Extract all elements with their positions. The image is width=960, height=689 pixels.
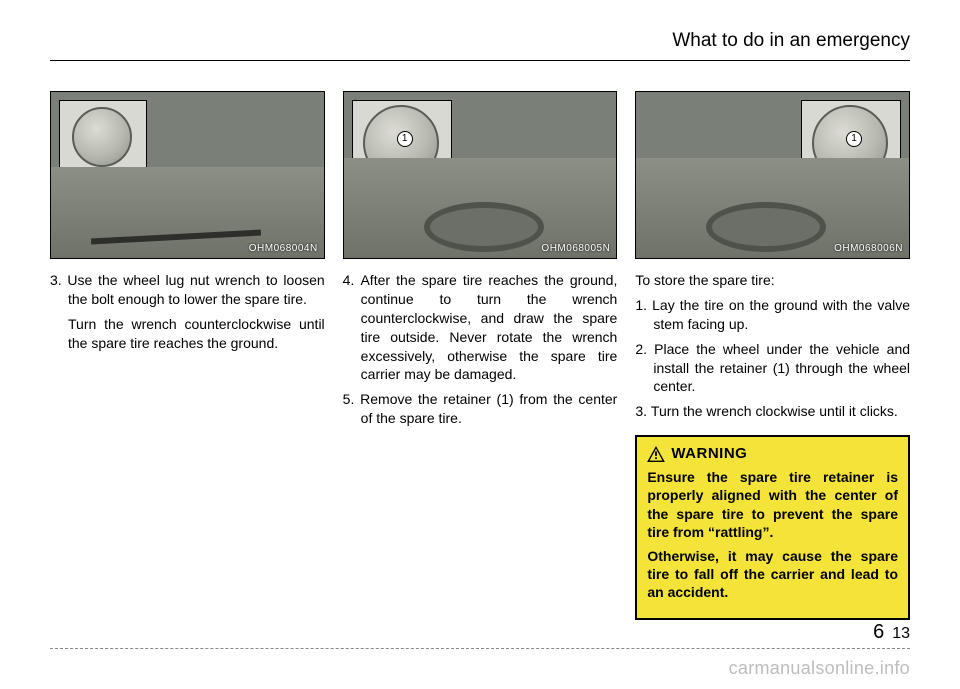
store-step-2: 2. Place the wheel under the vehicle and… (635, 340, 910, 397)
page-number: 13 (892, 625, 910, 643)
warning-box: WARNING Ensure the spare tire retainer i… (635, 435, 910, 619)
manual-page: What to do in an emergency OHM068004N 3.… (0, 0, 960, 689)
figure-2-label: OHM068005N (541, 243, 610, 254)
column-2: 1 OHM068005N 4. After the spare tire rea… (343, 91, 618, 620)
figure-2: 1 OHM068005N (343, 91, 618, 259)
page-header: What to do in an emergency (50, 30, 910, 61)
watermark: carmanualsonline.info (729, 658, 910, 679)
col3-text: To store the spare tire: 1. Lay the tire… (635, 271, 910, 427)
col2-text: 4. After the spare tire reaches the grou… (343, 271, 618, 434)
figure-1-label: OHM068004N (249, 243, 318, 254)
warning-title: WARNING (671, 445, 747, 462)
figure-3-label: OHM068006N (834, 243, 903, 254)
warning-paragraph-1: Ensure the spare tire retainer is proper… (647, 468, 898, 541)
section-title: What to do in an emergency (672, 30, 910, 51)
step-3-sub: Turn the wrench counterclockwise until t… (50, 315, 325, 353)
step-3: 3. Use the wheel lug nut wrench to loose… (50, 271, 325, 309)
figure-1: OHM068004N (50, 91, 325, 259)
step-5: 5. Remove the retainer (1) from the cent… (343, 390, 618, 428)
store-step-1: 1. Lay the tire on the ground with the v… (635, 296, 910, 334)
chapter-number: 6 (873, 621, 884, 644)
col1-text: 3. Use the wheel lug nut wrench to loose… (50, 271, 325, 359)
warning-paragraph-2: Otherwise, it may cause the spare tire t… (647, 547, 898, 602)
store-step-3: 3. Turn the wrench clockwise until it cl… (635, 402, 910, 421)
warning-icon (647, 446, 665, 462)
step-4: 4. After the spare tire reaches the grou… (343, 271, 618, 384)
col3-intro: To store the spare tire: (635, 271, 910, 290)
page-footer: 6 13 (873, 621, 910, 644)
figure-3: 1 OHM068006N (635, 91, 910, 259)
content-columns: OHM068004N 3. Use the wheel lug nut wren… (50, 91, 910, 620)
warning-header: WARNING (647, 445, 898, 462)
footer-rule (50, 648, 910, 649)
column-3: 1 OHM068006N To store the spare tire: 1.… (635, 91, 910, 620)
column-1: OHM068004N 3. Use the wheel lug nut wren… (50, 91, 325, 620)
